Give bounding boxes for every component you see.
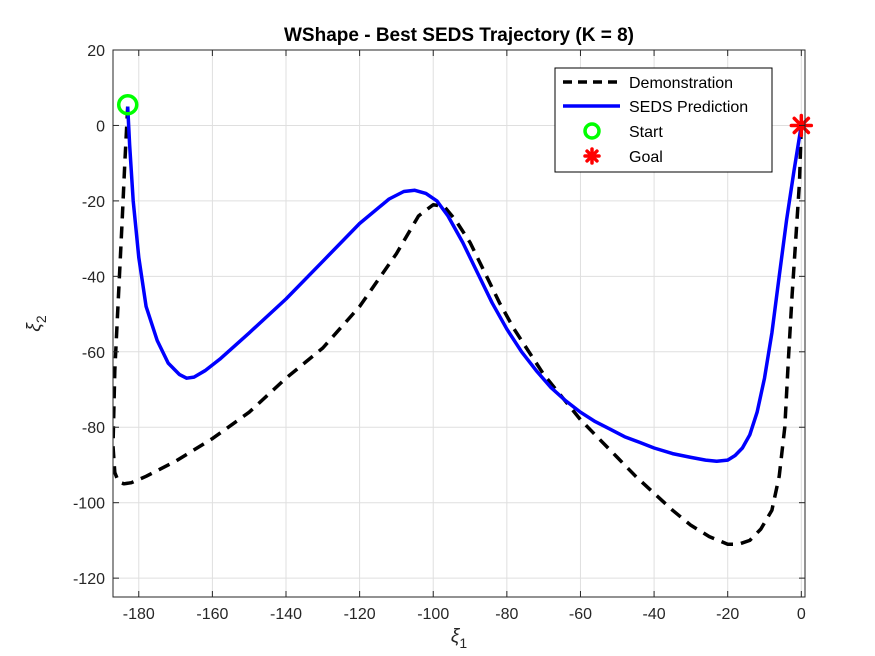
legend-start-label: Start	[629, 124, 663, 141]
x-tick-label: -140	[270, 606, 302, 623]
y-tick-label: -80	[82, 420, 105, 437]
x-axis-title: ξ1	[451, 626, 468, 651]
legend-goal-asterisk	[583, 147, 601, 165]
x-axis-title-base: ξ	[451, 626, 461, 647]
x-tick-label: -60	[569, 606, 592, 623]
y-tick-label: -20	[82, 194, 105, 211]
y-tick-label: -60	[82, 345, 105, 362]
start-marker	[116, 93, 139, 116]
x-axis-title-sub: 1	[459, 635, 467, 651]
x-tick-label: -100	[417, 606, 449, 623]
legend-demonstration-label: Demonstration	[629, 75, 733, 92]
y-tick-label: -120	[73, 571, 105, 588]
x-tick-label: 0	[797, 606, 806, 623]
ticks: -180 -160 -140 -120 -100 -80 -60 -40 -20 0 20 0 -20 -…	[73, 43, 806, 623]
x-tick-label: -160	[196, 606, 228, 623]
x-tick-label: -20	[716, 606, 739, 623]
legend-seds-label: SEDS Prediction	[629, 99, 748, 116]
x-tick-label: -120	[344, 606, 376, 623]
plot-frame	[112, 49, 806, 598]
y-axis-title-sub: 2	[33, 315, 49, 323]
y-tick-label: -40	[82, 269, 105, 286]
seds-prediction-line	[125, 106, 804, 463]
y-tick-label: 20	[87, 43, 105, 60]
x-tick-label: -40	[643, 606, 666, 623]
legend: Demonstration SEDS Prediction Start Goal	[554, 67, 773, 173]
demonstration-line	[113, 106, 804, 546]
y-tick-label: 0	[96, 118, 105, 135]
x-tick-label: -180	[123, 606, 155, 623]
legend-goal-label: Goal	[629, 149, 663, 166]
legend-goal-asterisk-icon	[583, 147, 601, 165]
y-axis-title: ξ2	[24, 315, 49, 332]
y-axis-title-base: ξ	[24, 322, 45, 332]
x-tick-label: -80	[495, 606, 518, 623]
y-tick-label: -100	[73, 496, 105, 513]
legend-start-circle-icon	[583, 122, 601, 140]
chart-title: WShape - Best SEDS Trajectory (K = 8)	[284, 25, 634, 46]
